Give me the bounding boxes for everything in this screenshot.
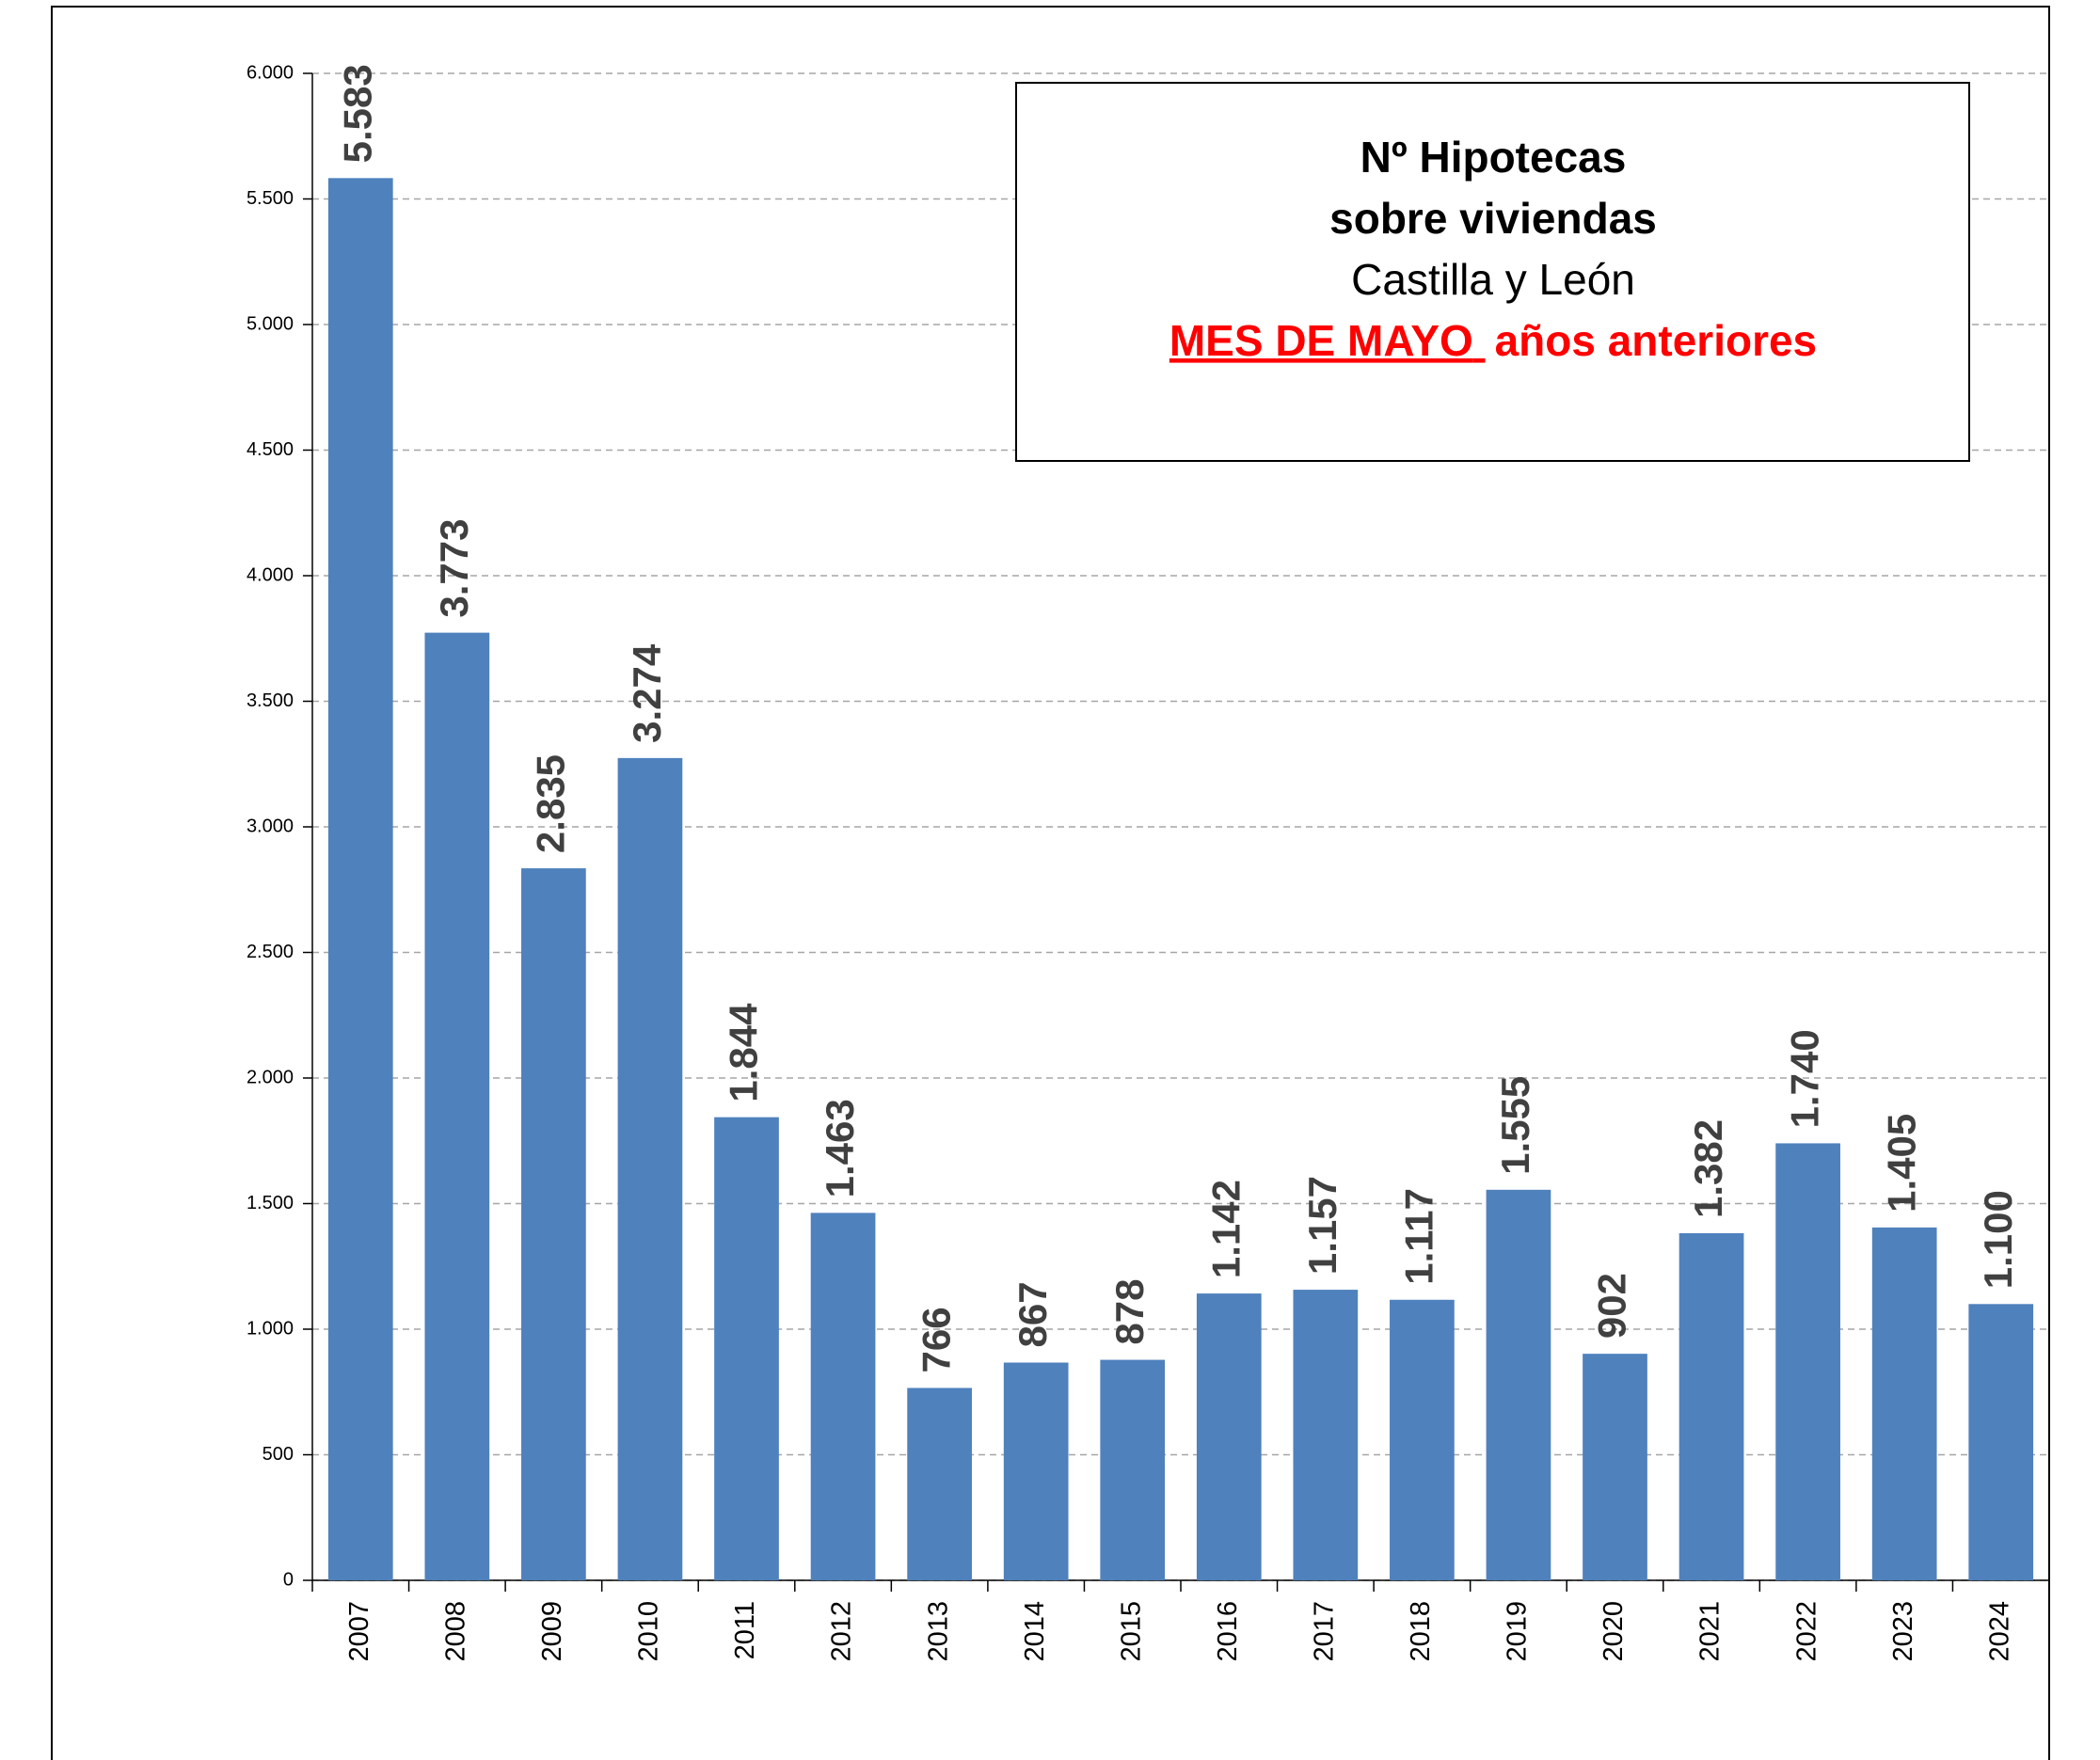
bar xyxy=(1678,1233,1744,1580)
bar xyxy=(521,868,586,1580)
x-tick-label: 2008 xyxy=(440,1601,470,1662)
annotation-part: años anteriores xyxy=(1495,316,1818,365)
y-tick-label: 4.000 xyxy=(247,564,294,585)
x-tick-label: 2012 xyxy=(827,1601,857,1662)
annotation: MES DE MAYO años anteriores xyxy=(1169,316,1817,365)
data-label: 2.835 xyxy=(528,754,572,853)
bar xyxy=(1003,1362,1069,1580)
bar xyxy=(907,1387,972,1580)
chart-title: Nº Hipotecas xyxy=(1360,133,1627,182)
bar xyxy=(327,178,393,1581)
x-tick-label: 2010 xyxy=(634,1601,664,1662)
data-label: 5.583 xyxy=(335,64,379,163)
bar xyxy=(1775,1143,1840,1580)
data-label: 902 xyxy=(1590,1273,1634,1339)
x-tick-label: 2013 xyxy=(923,1601,953,1662)
bar xyxy=(1871,1227,1937,1580)
y-tick-label: 2.000 xyxy=(247,1067,294,1087)
plot-area: 0 500 1.000 1.500 2.000 2.500 3.000 3.500 4.000 4… xyxy=(247,62,2050,1662)
bar xyxy=(1583,1354,1647,1580)
x-tick-label: 2016 xyxy=(1213,1601,1243,1662)
bar xyxy=(617,757,683,1580)
x-tick-label: 2022 xyxy=(1791,1601,1822,1662)
bar xyxy=(1100,1359,1166,1580)
data-label: 1.157 xyxy=(1300,1176,1344,1275)
bar xyxy=(1293,1290,1359,1580)
data-label: 867 xyxy=(1010,1281,1055,1347)
data-label: 766 xyxy=(915,1307,959,1372)
bar xyxy=(1196,1293,1262,1580)
x-tick-label: 2015 xyxy=(1116,1601,1146,1662)
bar xyxy=(714,1117,779,1580)
y-tick-label: 5.000 xyxy=(247,313,294,334)
data-label: 3.773 xyxy=(432,518,476,617)
data-label: 1.844 xyxy=(722,1003,766,1102)
chart-title: sobre viviendas xyxy=(1329,194,1657,243)
y-tick-label: 1.000 xyxy=(247,1318,294,1339)
x-tick-label: 2007 xyxy=(344,1601,374,1662)
x-tick-label: 2023 xyxy=(1888,1601,1918,1662)
x-tick-label: 2017 xyxy=(1309,1601,1339,1662)
y-tick-label: 2.500 xyxy=(247,942,294,962)
title-box xyxy=(1015,82,1970,462)
bar xyxy=(1390,1299,1455,1580)
x-tick-label: 2014 xyxy=(1020,1601,1050,1662)
y-tick-label: 0 xyxy=(283,1569,294,1590)
data-label: 1.555 xyxy=(1493,1076,1537,1175)
chart-subtitle: Castilla y León xyxy=(1351,255,1635,304)
y-tick-label: 3.500 xyxy=(247,690,294,711)
data-label: 1.142 xyxy=(1203,1180,1248,1278)
y-tick-label: 5.500 xyxy=(247,188,294,209)
bar xyxy=(1968,1304,2034,1580)
data-label: 1.382 xyxy=(1686,1119,1730,1218)
y-tick-label: 6.000 xyxy=(247,62,294,83)
data-label: 1.463 xyxy=(818,1099,862,1197)
data-label: 3.274 xyxy=(625,643,669,743)
data-label: 1.117 xyxy=(1396,1188,1440,1285)
data-label: 1.740 xyxy=(1783,1029,1827,1128)
x-tick-label: 2009 xyxy=(537,1601,567,1662)
x-tick-label: 2020 xyxy=(1599,1601,1629,1662)
y-tick-label: 4.500 xyxy=(247,439,294,460)
bar xyxy=(1486,1189,1551,1580)
bar xyxy=(810,1213,876,1580)
x-tick-label: 2019 xyxy=(1503,1601,1533,1662)
x-tick-label: 2018 xyxy=(1406,1601,1436,1662)
x-tick-label: 2011 xyxy=(730,1601,760,1659)
bar xyxy=(424,632,490,1580)
data-label: 1.100 xyxy=(1976,1190,2020,1289)
y-tick-label: 500 xyxy=(262,1444,294,1465)
annotation-part: MES DE MAYO xyxy=(1169,316,1473,365)
data-label: 878 xyxy=(1107,1278,1152,1344)
y-tick-label: 3.000 xyxy=(247,816,294,836)
y-tick-label: 1.500 xyxy=(247,1193,294,1213)
x-tick-label: 2024 xyxy=(1984,1601,2014,1662)
chart-frame xyxy=(51,6,2050,1760)
data-label: 1.405 xyxy=(1879,1114,1923,1213)
annotation-gap xyxy=(1473,316,1486,365)
x-tick-label: 2021 xyxy=(1695,1601,1726,1662)
